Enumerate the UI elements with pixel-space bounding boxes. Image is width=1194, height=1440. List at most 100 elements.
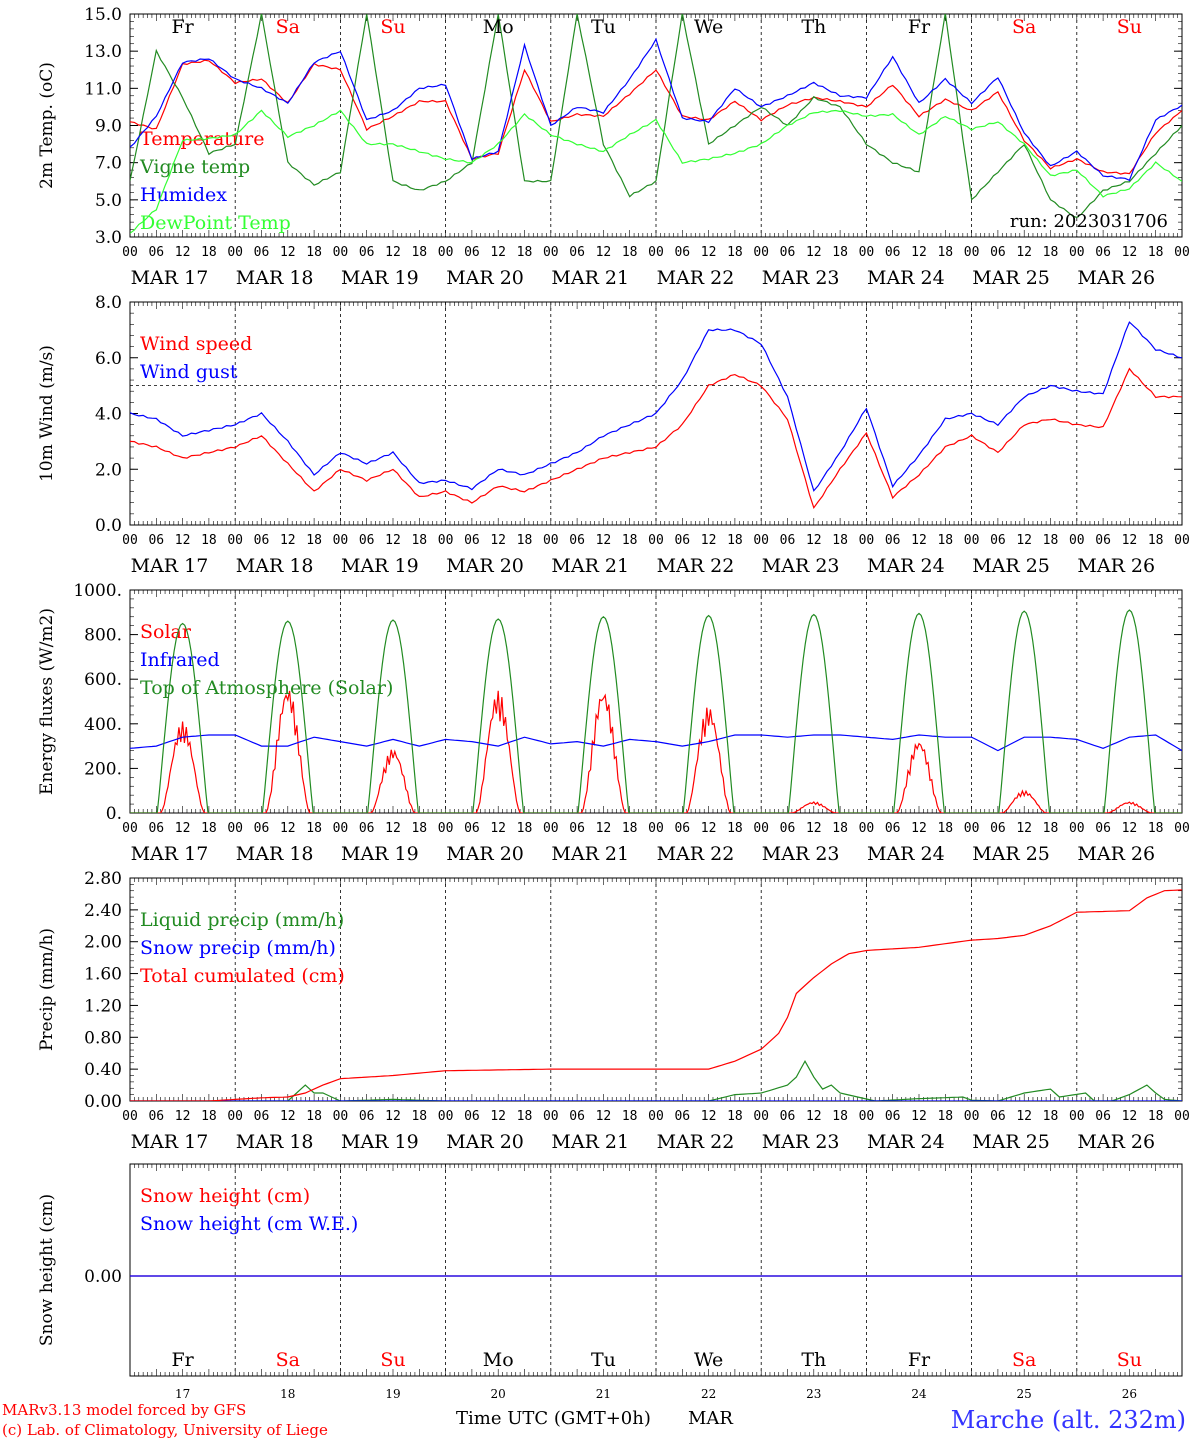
plot-frame <box>129 13 1183 238</box>
hour-tick-label: 00 <box>648 533 664 548</box>
day-label: MAR 25 <box>972 555 1050 577</box>
hour-tick-label: 00 <box>1069 821 1085 836</box>
hour-tick-label: 00 <box>1174 1109 1190 1124</box>
hour-tick-label: 00 <box>333 533 349 548</box>
legend-entry: Liquid precip (mm/h) <box>140 909 344 931</box>
y-axis-title: Snow height (cm) <box>37 1194 57 1346</box>
y-axis-title: Energy fluxes (W/m2) <box>37 608 57 795</box>
location-label: Marche (alt. 232m) <box>951 1406 1186 1434</box>
legend-entry: Humidex <box>140 184 227 206</box>
hour-tick-label: 12 <box>806 533 822 548</box>
hour-tick-label: 12 <box>1122 1109 1138 1124</box>
hour-tick-label: 12 <box>280 533 296 548</box>
day-label: MAR 19 <box>341 267 419 289</box>
hour-tick-label: 18 <box>411 821 427 836</box>
y-tick-label: 0.80 <box>84 1028 122 1048</box>
legend-entry: DewPoint Temp <box>140 212 291 234</box>
hour-tick-label: 06 <box>674 1109 690 1124</box>
day-label: MAR 19 <box>341 843 419 865</box>
month-label: MAR <box>688 1408 733 1429</box>
hour-tick-label: 06 <box>464 1109 480 1124</box>
model-credit: MARv3.13 model forced by GFS <box>2 1401 246 1419</box>
series-line <box>130 109 1182 234</box>
hour-tick-label: 00 <box>438 821 454 836</box>
day-label: MAR 21 <box>551 555 629 577</box>
y-tick-label: 6.0 <box>95 349 122 369</box>
series-line <box>130 889 1182 1101</box>
day-label: MAR 25 <box>972 843 1050 865</box>
weekday-label: Fr <box>171 16 194 38</box>
hour-tick-label: 12 <box>490 245 506 260</box>
day-number-label: 22 <box>701 1387 716 1401</box>
hour-tick-label: 18 <box>517 821 533 836</box>
weekday-label: Su <box>380 1349 405 1371</box>
hour-tick-label: 06 <box>885 821 901 836</box>
hour-tick-label: 00 <box>122 821 138 836</box>
hour-tick-label: 06 <box>780 533 796 548</box>
y-tick-label: 2.40 <box>84 901 122 921</box>
series-line <box>130 734 1182 752</box>
hour-tick-label: 00 <box>227 533 243 548</box>
weekday-label: Fr <box>171 1349 194 1371</box>
hour-tick-label: 18 <box>622 533 638 548</box>
day-number-label: 17 <box>175 1387 190 1401</box>
hour-tick-label: 12 <box>911 533 927 548</box>
hour-tick-label: 06 <box>359 1109 375 1124</box>
chart-panel-2: 8.0 6.0 4.0 2.0 0.0 10m Wind (m/s) Wind speed W… <box>37 293 1190 577</box>
y-tick-label: 0. <box>106 804 122 824</box>
hour-tick-label: 00 <box>859 533 875 548</box>
hour-tick-label: 12 <box>1016 245 1032 260</box>
weekday-label: We <box>694 16 723 38</box>
hour-tick-label: 00 <box>227 821 243 836</box>
day-label: MAR 26 <box>1077 843 1155 865</box>
y-tick-label: 5.0 <box>95 191 122 211</box>
hour-tick-label: 18 <box>201 1109 217 1124</box>
lab-credit: (c) Lab. of Climatology, University of L… <box>2 1421 328 1439</box>
hour-tick-label: 00 <box>1174 245 1190 260</box>
legend-entry: Total cumulated (cm) <box>140 965 345 987</box>
series-line <box>130 59 1182 175</box>
hour-tick-label: 06 <box>148 533 164 548</box>
hour-tick-label: 18 <box>622 821 638 836</box>
day-number-label: 18 <box>280 1387 295 1401</box>
hour-tick-label: 00 <box>1069 533 1085 548</box>
day-label: MAR 24 <box>867 555 945 577</box>
weekday-label: Fr <box>908 16 931 38</box>
hour-tick-label: 06 <box>254 245 270 260</box>
hour-tick-label: 12 <box>490 821 506 836</box>
y-tick-label: 2.00 <box>84 933 122 953</box>
hour-tick-label: 06 <box>464 245 480 260</box>
hour-tick-label: 18 <box>832 533 848 548</box>
day-label: MAR 21 <box>551 843 629 865</box>
hour-tick-label: 06 <box>1095 1109 1111 1124</box>
hour-tick-label: 06 <box>990 533 1006 548</box>
series-line <box>130 14 1182 219</box>
hour-tick-label: 18 <box>1043 245 1059 260</box>
day-label: MAR 22 <box>657 267 735 289</box>
hour-tick-label: 12 <box>596 245 612 260</box>
weekday-label: Su <box>380 16 405 38</box>
weekday-label: Sa <box>276 1349 300 1371</box>
hour-tick-label: 18 <box>832 1109 848 1124</box>
day-label: MAR 26 <box>1077 267 1155 289</box>
hour-tick-label: 00 <box>333 245 349 260</box>
y-tick-label: 2.80 <box>84 869 122 889</box>
hour-tick-label: 00 <box>859 821 875 836</box>
hour-tick-label: 12 <box>701 533 717 548</box>
hour-tick-label: 18 <box>517 245 533 260</box>
hour-tick-label: 18 <box>201 533 217 548</box>
hour-tick-label: 06 <box>885 1109 901 1124</box>
hour-tick-label: 18 <box>1043 1109 1059 1124</box>
hour-tick-label: 06 <box>885 245 901 260</box>
weekday-label: Mo <box>483 16 514 38</box>
hour-tick-label: 06 <box>1095 533 1111 548</box>
chart-panel-1: 15.013.011.09.07.05.03.02m Temp. (oC) Tem… <box>37 5 1190 289</box>
y-tick-label: 2.0 <box>95 460 122 480</box>
hour-tick-label: 12 <box>1122 533 1138 548</box>
legend-entry: Vigne temp <box>139 156 250 178</box>
day-label: MAR 20 <box>446 267 524 289</box>
hour-tick-label: 12 <box>596 1109 612 1124</box>
hour-tick-label: 00 <box>648 1109 664 1124</box>
legend-entry: Solar <box>140 621 192 643</box>
series-line <box>130 609 1182 813</box>
